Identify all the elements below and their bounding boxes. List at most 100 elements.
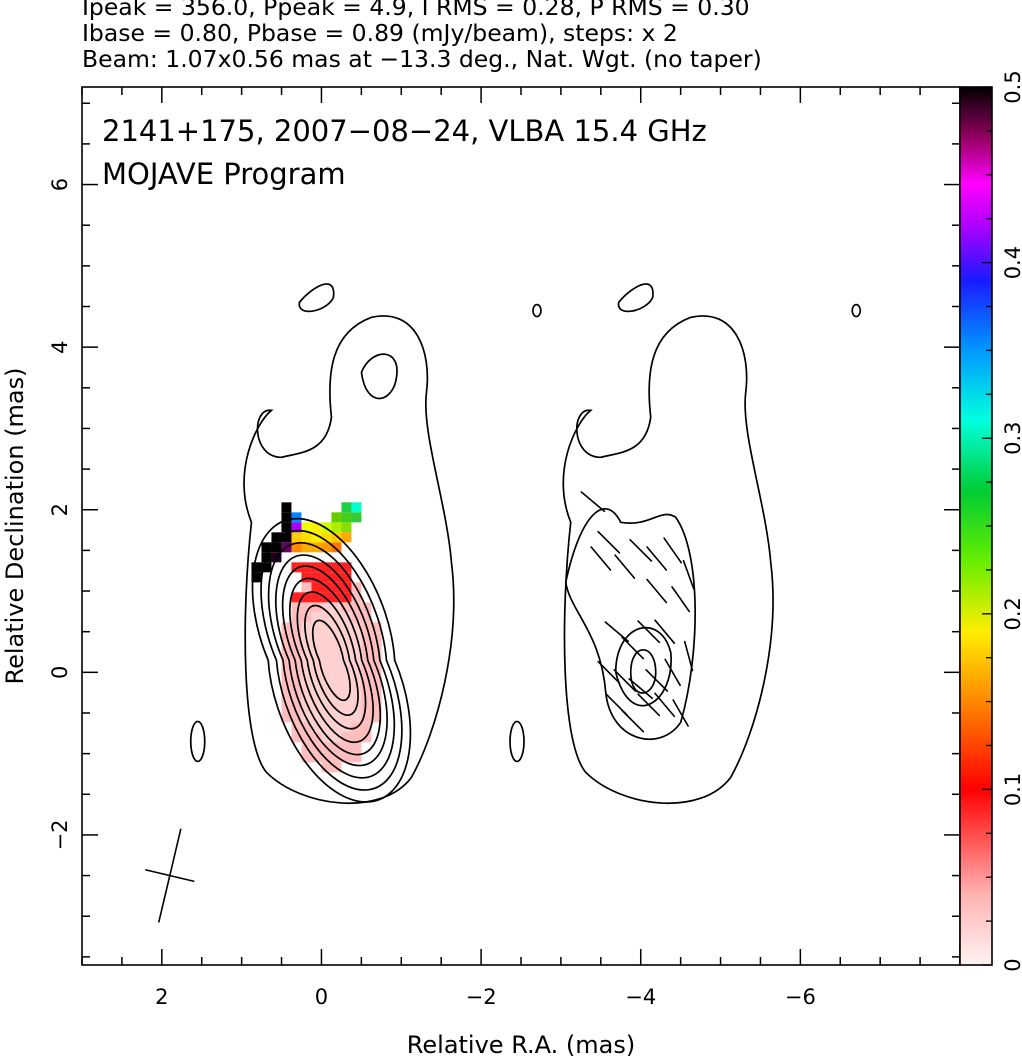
evpa-tick xyxy=(646,546,668,571)
beam-marker xyxy=(145,828,195,923)
pixel-core xyxy=(351,662,362,673)
pixel-core xyxy=(351,692,362,703)
pixel-core xyxy=(291,632,302,643)
pixel-mid xyxy=(351,512,362,523)
pixel-mid xyxy=(341,512,352,523)
contour-outer xyxy=(243,315,455,805)
pixel-core xyxy=(331,662,342,673)
pixel-high xyxy=(271,532,282,543)
pixel-red xyxy=(341,572,352,583)
pixel-core xyxy=(311,692,322,703)
pixel-core xyxy=(281,672,292,683)
y-axis-label: Relative Declination (mas) xyxy=(1,367,29,684)
pixel-core xyxy=(301,722,312,733)
pixel-high xyxy=(251,562,262,573)
pixel-red xyxy=(301,592,312,603)
pixel-core xyxy=(301,622,312,633)
pixel-core xyxy=(341,632,352,643)
evpa-vectors xyxy=(580,491,695,733)
pixel-core xyxy=(341,712,352,723)
pixel-mid xyxy=(301,542,312,553)
pixel-core xyxy=(321,762,332,773)
pixel-core xyxy=(371,642,382,653)
contour-pol-core xyxy=(629,649,657,694)
pixel-core xyxy=(361,702,372,713)
pixel-high xyxy=(261,562,272,573)
pixel-core xyxy=(341,652,352,663)
pixel-red xyxy=(301,572,312,583)
evpa-tick xyxy=(629,538,653,562)
pixel-core xyxy=(341,742,352,753)
pixel-core xyxy=(291,722,302,733)
pixel-core xyxy=(351,602,362,613)
pixel-mid xyxy=(341,522,352,533)
evpa-tick xyxy=(654,619,676,644)
y-tick-label: 2 xyxy=(48,503,72,516)
pixel-core xyxy=(361,662,372,673)
pixel-mid xyxy=(321,522,332,533)
pixel-core xyxy=(331,742,342,753)
evpa-tick xyxy=(683,640,694,672)
pixel-red xyxy=(291,592,302,603)
pixel-high xyxy=(261,542,272,553)
pixel-red xyxy=(311,562,322,573)
pixel-core xyxy=(311,642,322,653)
pixel-mid xyxy=(311,522,322,533)
y-axis-ticks: −2 0 2 4 6 xyxy=(48,102,960,958)
pixel-core xyxy=(291,672,302,683)
evpa-tick xyxy=(605,693,629,717)
x-tick-label: −4 xyxy=(625,985,656,1009)
pixel-core xyxy=(301,642,312,653)
pixel-core xyxy=(311,612,322,623)
evpa-tick xyxy=(597,660,621,684)
pixel-core xyxy=(321,732,332,743)
pixel-red xyxy=(291,562,302,573)
y-tick-label: 0 xyxy=(48,666,72,679)
pixel-core xyxy=(311,752,322,763)
y-tick-label: −2 xyxy=(48,819,72,850)
pixel-core xyxy=(311,632,322,643)
pixel-core xyxy=(331,732,342,743)
evpa-tick xyxy=(621,636,645,660)
pixel-core xyxy=(361,632,372,643)
evpa-tick xyxy=(646,578,668,604)
pixel-core xyxy=(301,672,312,683)
evpa-tick xyxy=(637,693,661,717)
evpa-tick xyxy=(645,669,669,692)
pixel-mid xyxy=(291,542,302,553)
pixel-core xyxy=(341,612,352,623)
header-line-1: Ipeak = 356.0, Ppeak = 4.9, I RMS = 0.28… xyxy=(82,0,750,21)
pixel-core xyxy=(291,652,302,663)
colorbar-tick-label: 0.1 xyxy=(1001,773,1022,806)
pixel-core xyxy=(281,692,292,703)
pixel-red xyxy=(331,562,342,573)
pixel-core xyxy=(321,602,332,613)
pixel-core xyxy=(311,622,322,633)
pixel-core xyxy=(351,742,362,753)
pixel-core xyxy=(301,662,312,673)
pixel-core xyxy=(351,622,362,633)
pixel-red xyxy=(311,592,322,603)
contour-island xyxy=(189,720,206,763)
pixel-core xyxy=(331,722,342,733)
pixel-core xyxy=(371,692,382,703)
pixel-core xyxy=(321,712,332,723)
pixel-core xyxy=(311,652,322,663)
y-tick-label: 6 xyxy=(48,178,72,191)
pixel-mid xyxy=(311,532,322,543)
pixel-mid xyxy=(291,532,302,543)
pixel-core xyxy=(281,712,292,723)
pixel-red xyxy=(341,562,352,573)
pixel-mid xyxy=(331,542,342,553)
evpa-tick xyxy=(628,678,654,700)
pixel-core xyxy=(301,702,312,713)
x-axis-label: Relative R.A. (mas) xyxy=(407,1031,635,1059)
contour-core-0 xyxy=(251,517,412,803)
pixel-core xyxy=(321,662,332,673)
pixel-red xyxy=(311,582,322,593)
pixel-core xyxy=(331,652,342,663)
pixel-core xyxy=(371,672,382,683)
evpa-tick xyxy=(580,491,606,513)
pixel-core xyxy=(331,622,342,633)
pixel-core xyxy=(291,712,302,723)
